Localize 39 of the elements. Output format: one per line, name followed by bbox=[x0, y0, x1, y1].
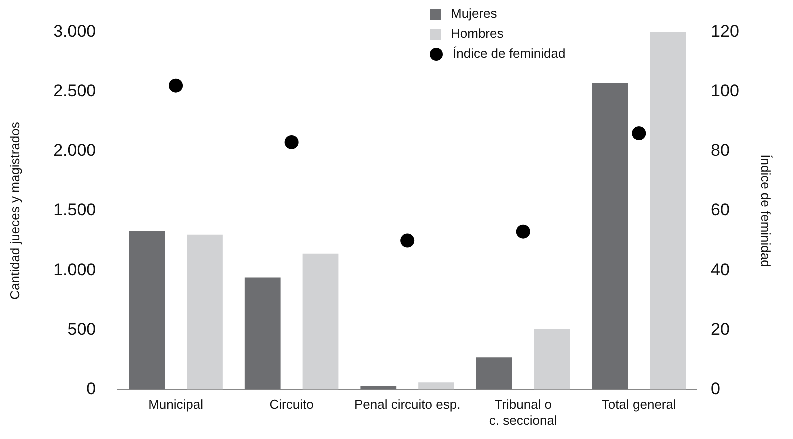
y-tick-label: 1.500 bbox=[54, 200, 96, 220]
point bbox=[284, 135, 299, 150]
x-tick-label: Circuito bbox=[270, 397, 314, 412]
y-tick-label: 500 bbox=[68, 320, 96, 339]
y-tick-label: 3.000 bbox=[54, 22, 96, 41]
bar bbox=[360, 386, 397, 390]
bar bbox=[244, 278, 281, 390]
y2-tick-label: 0 bbox=[711, 379, 721, 398]
x-tick-label: Municipal bbox=[148, 397, 204, 412]
y2-tick-label: 80 bbox=[711, 141, 730, 160]
point bbox=[632, 126, 646, 141]
bar bbox=[129, 231, 166, 390]
legend-label: Mujeres bbox=[451, 5, 498, 23]
y-tick-label: 2.000 bbox=[54, 141, 96, 160]
y2-axis-title: Índice de feminidad bbox=[758, 154, 774, 268]
bar bbox=[187, 234, 223, 390]
y2-tick-label: 40 bbox=[711, 260, 730, 280]
y-tick-label: 2.500 bbox=[54, 81, 96, 100]
point bbox=[516, 224, 530, 239]
point bbox=[169, 78, 184, 93]
bar bbox=[592, 83, 628, 390]
legend-label: Índice de feminidad bbox=[453, 45, 566, 63]
y-tick-label: 0 bbox=[86, 379, 96, 398]
x-tick-label: Total general bbox=[602, 397, 676, 412]
bar bbox=[418, 382, 454, 390]
y-tick-label: 1.000 bbox=[54, 260, 96, 280]
bar bbox=[534, 329, 570, 390]
y-axis-title: Cantidad jueces y magistrados bbox=[7, 122, 22, 300]
y2-tick-label: 120 bbox=[711, 22, 740, 41]
bar bbox=[302, 254, 339, 390]
bar bbox=[650, 32, 686, 390]
y2-tick-label: 20 bbox=[711, 320, 730, 339]
x-tick-label: Tribunal o c. seccional bbox=[489, 397, 558, 428]
y2-tick-label: 100 bbox=[711, 81, 740, 100]
x-tick-label: Penal circuito esp. bbox=[354, 397, 461, 412]
bar bbox=[476, 358, 512, 390]
legend-label: Hombres bbox=[451, 25, 504, 43]
y2-tick-label: 60 bbox=[711, 200, 730, 220]
point bbox=[400, 234, 415, 248]
